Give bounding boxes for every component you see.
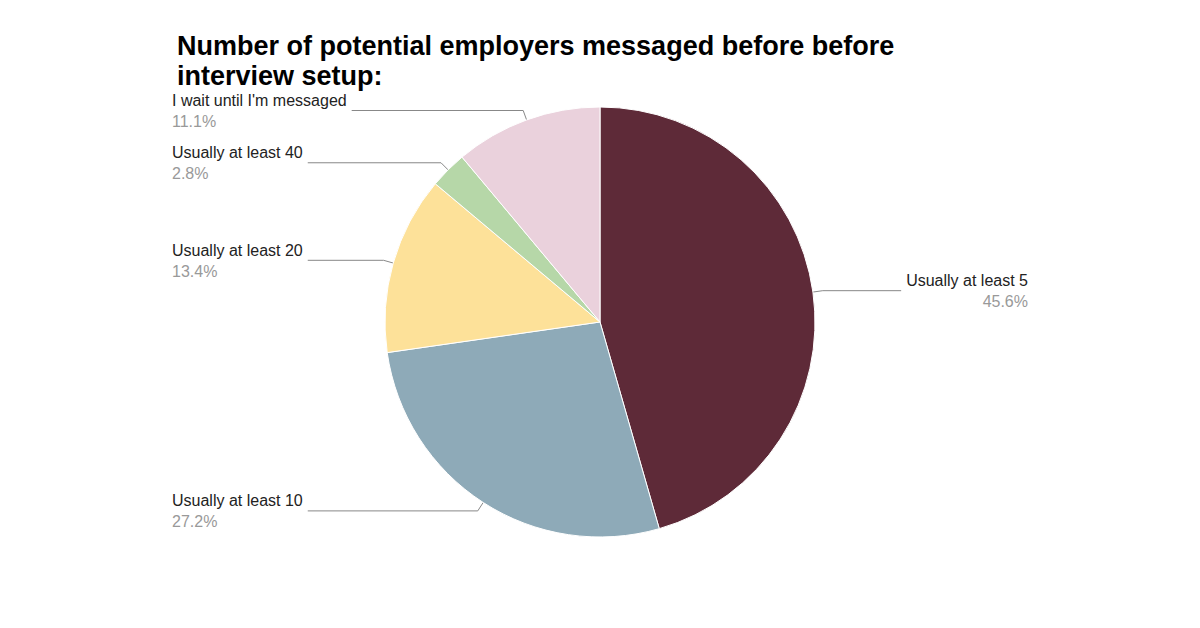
svg-text:Usually at least 5: Usually at least 5 xyxy=(906,272,1028,289)
svg-text:Usually at least 20: Usually at least 20 xyxy=(172,242,303,259)
svg-text:13.4%: 13.4% xyxy=(172,263,217,280)
svg-text:27.2%: 27.2% xyxy=(172,513,217,530)
svg-text:interview setup:: interview setup: xyxy=(177,61,383,91)
svg-text:Usually at least 40: Usually at least 40 xyxy=(172,144,303,161)
svg-text:Number of potential employers: Number of potential employers messaged b… xyxy=(177,31,902,61)
svg-text:11.1%: 11.1% xyxy=(172,113,216,130)
svg-text:I wait until I'm messaged: I wait until I'm messaged xyxy=(172,92,347,109)
svg-text:45.6%: 45.6% xyxy=(983,293,1028,310)
svg-text:2.8%: 2.8% xyxy=(172,165,208,182)
svg-text:Usually at least 10: Usually at least 10 xyxy=(172,492,303,509)
